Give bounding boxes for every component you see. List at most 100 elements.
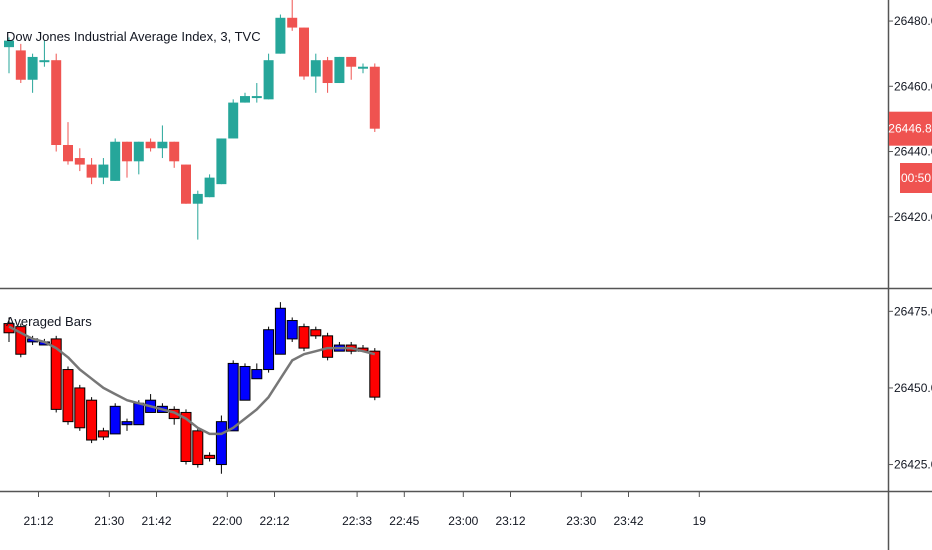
candle-body — [133, 141, 144, 162]
time-tick: 23:42 — [613, 491, 644, 528]
candle-body — [346, 56, 357, 67]
last-price-badge-bg — [889, 111, 932, 146]
time-tick-label: 23:12 — [495, 514, 525, 528]
averaged-bar — [286, 317, 298, 342]
candle-body — [145, 141, 156, 149]
time-tick: 21:30 — [94, 491, 125, 528]
main-price-tick: 26480.0 — [888, 14, 932, 28]
indicator-price-tick-label: 26425.0 — [894, 458, 932, 472]
time-tick: 21:12 — [23, 491, 54, 528]
candle — [63, 122, 73, 165]
averaged-bar — [298, 323, 310, 352]
averaged-bar-body — [369, 350, 381, 398]
averaged-bar-body — [133, 402, 145, 426]
main-chart-title: Dow Jones Industrial Average Index, 3, T… — [6, 29, 261, 44]
countdown-badge-bg — [900, 163, 932, 193]
main-price-tick-label: 26480.0 — [894, 14, 932, 28]
candle — [169, 141, 180, 168]
candle-body — [287, 17, 298, 28]
averaged-bar-body — [192, 430, 204, 466]
main-price-ticks: 26480.0 26460.0 26440.0 26420.0 — [888, 14, 932, 224]
averaged-bar — [97, 427, 109, 441]
averaged-bar-body — [274, 307, 286, 355]
time-tick: 23:12 — [495, 491, 526, 528]
candle — [310, 53, 321, 93]
averaged-bar-body — [15, 326, 27, 355]
averaged-bar — [310, 326, 322, 339]
candle-body — [216, 138, 227, 185]
indicator-price-tick-label: 26450.0 — [894, 381, 932, 395]
last-price-value: 26446.8 — [888, 122, 932, 136]
averaged-bar-body — [180, 411, 192, 462]
countdown-badge: 00:50 — [900, 163, 932, 193]
averaged-bar — [369, 348, 381, 401]
candle — [299, 27, 309, 80]
candle-body — [192, 193, 203, 204]
indicator-price-tick: 26425.0 — [888, 458, 932, 472]
candle — [240, 92, 250, 103]
candle-body — [4, 40, 14, 48]
candle — [110, 138, 121, 181]
candle-body — [110, 141, 121, 181]
candle — [251, 83, 262, 103]
averaged-bar-body — [204, 454, 216, 459]
time-tick-label: 21:30 — [94, 514, 124, 528]
averaged-bar — [227, 360, 239, 432]
averaged-bar-body — [286, 320, 298, 340]
averaged-bar — [15, 323, 27, 358]
candle-body — [51, 60, 62, 145]
candle-body — [122, 141, 132, 162]
indicator-price-tick-label: 26475.0 — [894, 304, 932, 318]
candle-body — [369, 66, 380, 129]
averaged-bar — [263, 326, 275, 373]
time-tick: 23:00 — [448, 491, 479, 528]
time-tick: 19 — [693, 491, 706, 528]
candle-body — [358, 66, 368, 69]
candle — [98, 158, 109, 185]
candle-body — [169, 141, 180, 162]
averaged-bars-group — [3, 302, 381, 474]
time-tick-label: 22:45 — [389, 514, 419, 528]
candle — [358, 63, 368, 74]
candle-body — [27, 56, 38, 80]
time-tick: 22:33 — [342, 491, 372, 528]
candle — [86, 158, 97, 185]
time-tick: 21:42 — [141, 491, 172, 528]
main-price-tick-label: 26440.0 — [894, 145, 932, 159]
averaged-bar — [192, 427, 204, 468]
averaged-bar-body — [322, 335, 334, 358]
main-price-tick: 26440.0 — [888, 145, 932, 159]
averaged-bar-body — [298, 326, 310, 349]
indicator-price-ticks: 26475.0 26450.0 26425.0 — [888, 304, 932, 472]
last-price-badge: 26446.8 — [888, 111, 932, 146]
indicator-pane[interactable] — [0, 289, 888, 491]
averaged-bar — [215, 415, 227, 474]
time-tick-label: 22:12 — [259, 514, 289, 528]
time-tick: 22:00 — [212, 491, 243, 528]
candle-body — [74, 158, 85, 165]
candle — [263, 53, 274, 100]
candle-body — [15, 50, 26, 80]
candle — [216, 138, 227, 185]
candle — [122, 141, 132, 178]
averaged-bar — [74, 384, 86, 431]
main-price-tick-label: 26420.0 — [894, 210, 932, 224]
candle-body — [322, 60, 333, 84]
candle — [275, 14, 286, 54]
candle — [346, 56, 357, 80]
candle — [51, 53, 62, 152]
candle — [133, 141, 144, 175]
time-tick-label: 21:42 — [141, 514, 171, 528]
averaged-bar — [274, 302, 286, 355]
averaged-bar-body — [86, 399, 98, 441]
indicator-title: Averaged Bars — [6, 314, 92, 329]
candle-body — [310, 60, 321, 77]
candle-body — [204, 177, 215, 198]
time-tick: 22:12 — [259, 491, 290, 528]
candle — [369, 63, 380, 132]
candle-body — [263, 60, 274, 100]
time-tick-label: 23:00 — [448, 514, 478, 528]
averaged-bar — [251, 363, 263, 380]
